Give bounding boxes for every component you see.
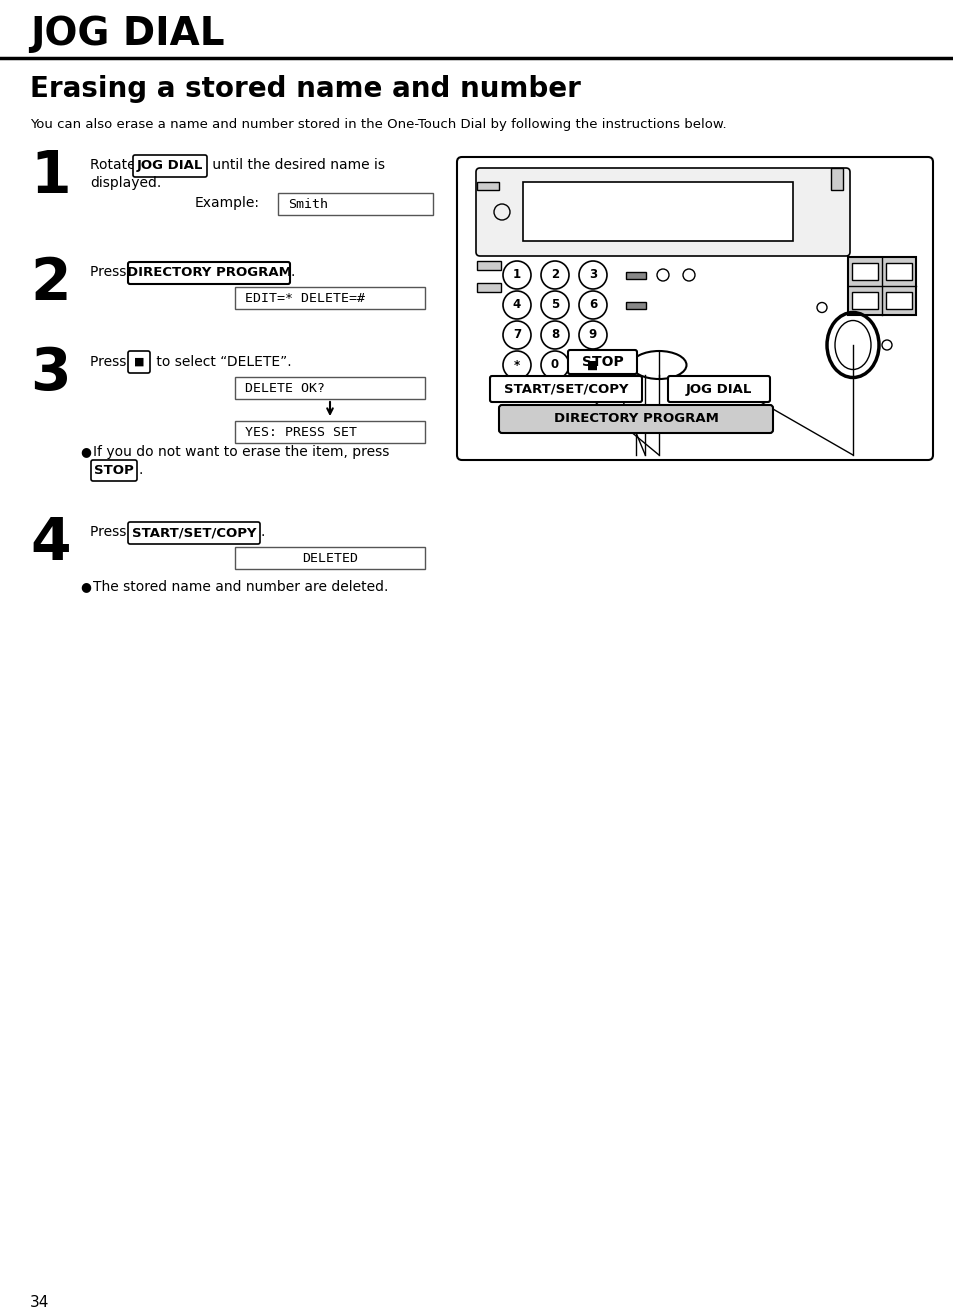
Text: 6: 6 bbox=[588, 299, 597, 312]
Bar bbox=[851, 263, 877, 280]
FancyBboxPatch shape bbox=[91, 461, 137, 482]
Text: START/SET/COPY: START/SET/COPY bbox=[132, 526, 256, 540]
Text: ●: ● bbox=[80, 445, 91, 458]
FancyBboxPatch shape bbox=[490, 376, 641, 401]
Text: The stored name and number are deleted.: The stored name and number are deleted. bbox=[92, 580, 388, 594]
Text: 2: 2 bbox=[30, 255, 71, 312]
Text: DIRECTORY PROGRAM: DIRECTORY PROGRAM bbox=[127, 267, 291, 279]
Bar bbox=[234, 547, 424, 569]
Text: 3: 3 bbox=[30, 345, 71, 401]
Bar bbox=[476, 182, 498, 190]
Text: Example:: Example: bbox=[194, 196, 260, 211]
Text: 8: 8 bbox=[550, 329, 558, 341]
FancyBboxPatch shape bbox=[128, 351, 150, 372]
Text: Press: Press bbox=[90, 525, 131, 540]
Text: Erasing a stored name and number: Erasing a stored name and number bbox=[30, 75, 580, 103]
Text: 9: 9 bbox=[588, 329, 597, 341]
Text: .: . bbox=[291, 265, 295, 279]
Text: EDIT=* DELETE=#: EDIT=* DELETE=# bbox=[245, 292, 365, 304]
Text: 2: 2 bbox=[551, 268, 558, 282]
Text: to select “DELETE”.: to select “DELETE”. bbox=[152, 355, 292, 368]
Text: You can also erase a name and number stored in the One-Touch Dial by following t: You can also erase a name and number sto… bbox=[30, 118, 726, 132]
Bar bbox=[625, 272, 645, 279]
Text: 7: 7 bbox=[513, 329, 520, 341]
Text: ●: ● bbox=[80, 580, 91, 594]
Text: STOP: STOP bbox=[581, 355, 622, 368]
Text: DIRECTORY PROGRAM: DIRECTORY PROGRAM bbox=[553, 412, 718, 425]
Bar bbox=[851, 292, 877, 309]
FancyBboxPatch shape bbox=[476, 168, 849, 257]
FancyBboxPatch shape bbox=[128, 262, 290, 284]
Text: 3: 3 bbox=[588, 268, 597, 282]
Bar bbox=[234, 287, 424, 309]
Text: .: . bbox=[622, 363, 628, 383]
Text: 1: 1 bbox=[30, 147, 71, 205]
Bar bbox=[830, 168, 842, 190]
Text: Press: Press bbox=[90, 265, 131, 279]
Text: until the desired name is: until the desired name is bbox=[208, 158, 385, 172]
FancyBboxPatch shape bbox=[498, 405, 772, 433]
Bar bbox=[277, 193, 433, 215]
FancyBboxPatch shape bbox=[132, 155, 207, 176]
Bar bbox=[476, 283, 500, 292]
FancyBboxPatch shape bbox=[522, 182, 792, 241]
FancyBboxPatch shape bbox=[128, 522, 260, 544]
Text: JOG DIAL: JOG DIAL bbox=[136, 159, 203, 172]
Text: ■: ■ bbox=[133, 357, 144, 367]
Text: 5: 5 bbox=[550, 299, 558, 312]
Text: *: * bbox=[514, 358, 519, 371]
FancyBboxPatch shape bbox=[667, 376, 769, 401]
FancyBboxPatch shape bbox=[456, 157, 932, 461]
Text: .: . bbox=[261, 525, 265, 540]
Bar bbox=[885, 263, 911, 280]
Text: displayed.: displayed. bbox=[90, 176, 161, 190]
Text: ■: ■ bbox=[587, 358, 598, 371]
Text: DELETED: DELETED bbox=[302, 551, 357, 565]
Bar bbox=[847, 257, 915, 315]
Bar bbox=[234, 376, 424, 399]
Text: YES: PRESS SET: YES: PRESS SET bbox=[245, 425, 356, 438]
Text: .: . bbox=[139, 463, 143, 476]
Text: Press: Press bbox=[90, 355, 131, 368]
Bar bbox=[885, 292, 911, 309]
Text: Rotate: Rotate bbox=[90, 158, 140, 172]
Text: 4: 4 bbox=[30, 515, 71, 572]
Bar bbox=[625, 301, 645, 309]
Text: START/SET/COPY: START/SET/COPY bbox=[503, 383, 628, 396]
Text: 1: 1 bbox=[513, 268, 520, 282]
Text: 4: 4 bbox=[513, 299, 520, 312]
Text: STOP: STOP bbox=[94, 465, 133, 476]
Bar bbox=[476, 261, 500, 270]
Bar bbox=[234, 421, 424, 443]
Text: 34: 34 bbox=[30, 1295, 50, 1309]
Text: DELETE OK?: DELETE OK? bbox=[245, 382, 325, 395]
Text: JOG DIAL: JOG DIAL bbox=[685, 383, 751, 396]
Text: JOG DIAL: JOG DIAL bbox=[30, 14, 224, 53]
FancyBboxPatch shape bbox=[567, 350, 637, 374]
Text: If you do not want to erase the item, press: If you do not want to erase the item, pr… bbox=[92, 445, 389, 459]
Text: 0: 0 bbox=[551, 358, 558, 371]
Text: Smith: Smith bbox=[288, 197, 328, 211]
